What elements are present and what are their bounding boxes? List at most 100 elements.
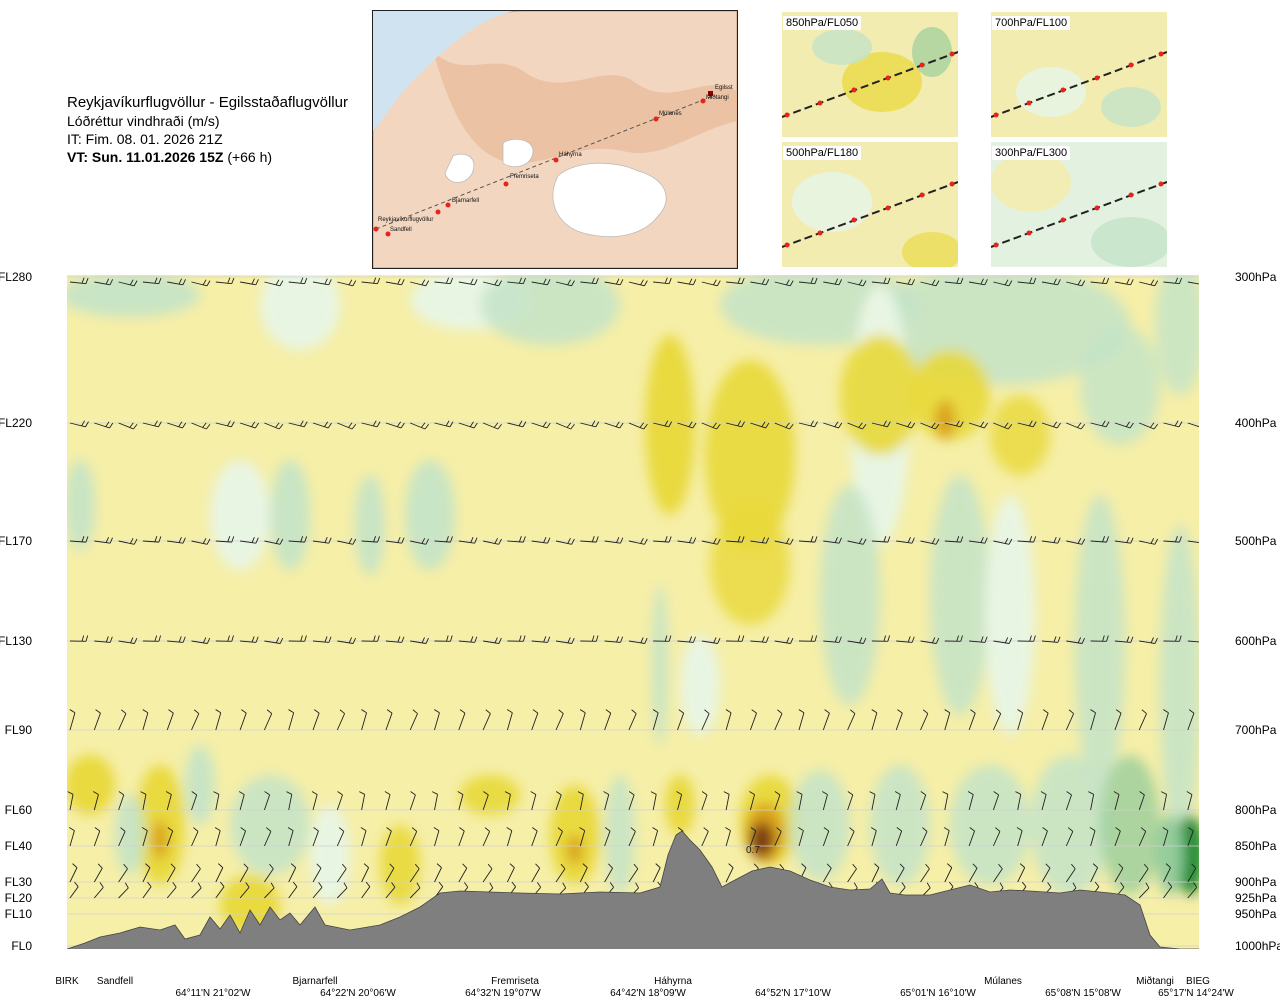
wind-barb xyxy=(264,882,275,899)
wind-barb xyxy=(361,709,367,731)
coordinate-label: 64°32'N 19°07'W xyxy=(465,988,541,999)
wind-barb xyxy=(240,636,259,643)
wind-barb xyxy=(239,863,249,883)
wind-barb xyxy=(796,791,803,811)
wind-barb xyxy=(993,537,1013,545)
wind-barb xyxy=(628,791,635,811)
map-label-bjarnarfell: Bjarnarfell xyxy=(452,198,479,204)
wind-barb xyxy=(1138,709,1147,731)
waypoint-label: BIEG xyxy=(1186,976,1210,987)
wind-barb xyxy=(725,863,734,883)
wind-barb xyxy=(1041,709,1049,731)
wind-barb xyxy=(69,420,89,428)
wind-barb xyxy=(191,279,211,287)
velocity-contour xyxy=(870,765,930,885)
wind-barb xyxy=(628,709,637,731)
wind-barb xyxy=(118,791,125,811)
wind-barb xyxy=(312,421,332,429)
flight-level-label: FL130 xyxy=(0,634,32,648)
velocity-contour xyxy=(152,820,168,860)
glacier-hofsjokull xyxy=(502,138,534,168)
wind-barb xyxy=(215,863,224,883)
wind-barb xyxy=(677,636,696,643)
wind-barb xyxy=(847,537,867,545)
wind-barb xyxy=(385,536,405,544)
wind-barb xyxy=(263,791,271,811)
map-label-egilsstadir: Egilsst xyxy=(715,85,733,91)
glacier-langjokull xyxy=(444,153,475,183)
wind-barb xyxy=(798,709,805,731)
wind-barb xyxy=(677,709,685,731)
wind-barb xyxy=(895,863,905,883)
wind-barb xyxy=(311,791,318,811)
route-map-graphic: Reykjavíkurflugvöllur Sandfell Bjarnarfe… xyxy=(373,11,737,268)
waypoint-label: Miðtangi xyxy=(1136,975,1174,987)
wind-barb xyxy=(920,279,940,287)
wind-barb xyxy=(482,791,489,811)
pressure-level-label: 800hPa xyxy=(1235,803,1277,817)
wind-barb xyxy=(142,881,152,899)
wind-barb xyxy=(701,827,709,847)
wind-barb xyxy=(336,709,346,731)
wind-barb xyxy=(1163,536,1182,543)
wind-barb xyxy=(361,277,381,285)
wind-barb xyxy=(604,636,624,643)
wind-barb xyxy=(166,709,174,731)
route-title: Reykjavíkurflugvöllur - Egilsstaðaflugvö… xyxy=(67,94,348,111)
wind-barb xyxy=(628,827,636,847)
wind-barb xyxy=(191,709,200,731)
wind-barb xyxy=(409,882,421,899)
wind-barb xyxy=(409,827,418,847)
wind-barb xyxy=(409,863,420,883)
flight-level-label: FL220 xyxy=(0,416,32,430)
wind-barb xyxy=(1089,827,1096,847)
wind-barb xyxy=(434,420,454,428)
waypoint-bjarnarfell xyxy=(445,202,451,208)
wind-barb xyxy=(359,791,366,811)
panel-300hpa-graphic xyxy=(991,142,1167,267)
waypoint-label: Sandfell xyxy=(97,976,133,987)
wind-barb xyxy=(847,422,867,430)
wind-barb xyxy=(1187,863,1197,883)
wind-barb xyxy=(653,635,672,642)
wind-barb xyxy=(628,279,648,287)
wind-barb xyxy=(1160,791,1167,811)
wind-barb xyxy=(1163,635,1182,642)
wind-barb xyxy=(410,537,430,545)
wind-barb xyxy=(140,791,147,811)
wind-barb xyxy=(749,709,757,731)
coordinate-labels: 64°11'N 21°02'W 64°22'N 20°06'W 64°32'N 19… xyxy=(175,988,1234,999)
waypoint-labels: BIRK Sandfell Bjarnarfell Fremriseta Háhyrna… xyxy=(55,975,1210,987)
wind-barb xyxy=(385,421,405,429)
wind-barb xyxy=(798,635,818,642)
wind-barb xyxy=(458,863,468,883)
wind-barb xyxy=(774,279,794,287)
wind-barb xyxy=(142,709,149,731)
wind-barb xyxy=(434,277,454,285)
wind-barb xyxy=(920,709,929,731)
wind-barb xyxy=(628,537,648,545)
wind-barb xyxy=(944,277,964,285)
wind-barb xyxy=(1114,536,1134,544)
wind-barb xyxy=(93,863,103,883)
wind-barb xyxy=(264,637,284,644)
wind-barb xyxy=(312,278,332,286)
wind-barb xyxy=(580,536,599,543)
pressure-level-label: 300hPa xyxy=(1235,270,1277,284)
wind-barb xyxy=(1066,537,1086,545)
wind-barb xyxy=(701,709,710,731)
wind-barbs xyxy=(67,277,1199,899)
valid-time-offset: (+66 h) xyxy=(227,149,273,165)
issue-time: IT: Fim. 08. 01. 2026 21Z xyxy=(67,131,223,147)
wind-barb xyxy=(944,536,964,543)
velocity-contour xyxy=(950,765,1030,885)
velocity-contour xyxy=(665,775,695,835)
wind-barb xyxy=(555,537,575,545)
wind-barb xyxy=(653,420,673,428)
waypoint-mulanes xyxy=(653,116,659,122)
wind-barb xyxy=(240,278,259,286)
wind-barb xyxy=(191,827,199,847)
velocity-contour xyxy=(567,835,583,865)
wind-barb xyxy=(1139,537,1159,545)
wind-barb xyxy=(93,709,101,731)
